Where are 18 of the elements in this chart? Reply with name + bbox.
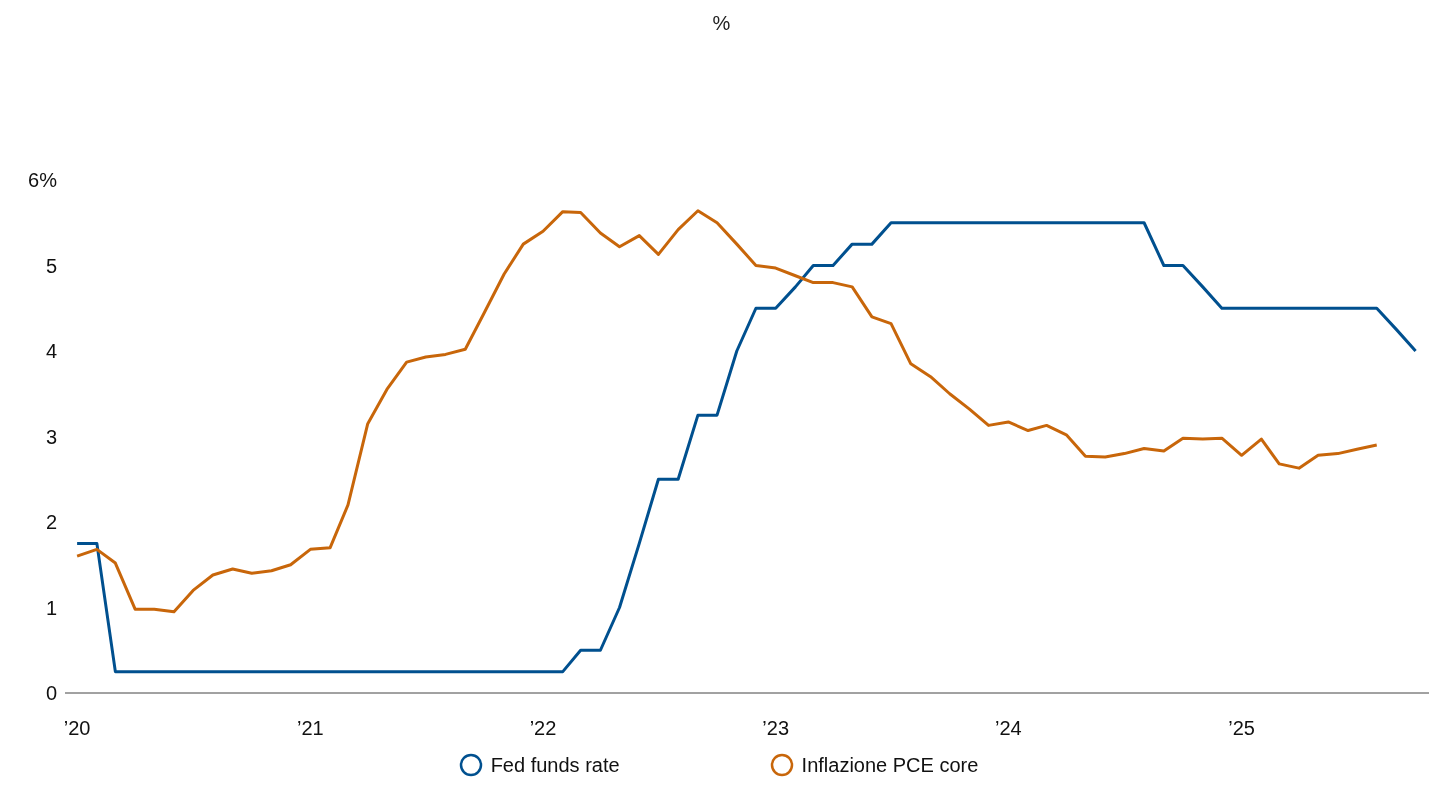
x-tick-label: ’23: [762, 717, 790, 740]
line-series: [75, 209, 1379, 614]
chart-title: %: [711, 11, 732, 36]
y-tick-label: 1: [45, 596, 57, 619]
y-tick-label: 0: [45, 682, 57, 705]
y-tick-label: 2: [45, 511, 57, 534]
x-tick-label: ’25: [1228, 717, 1255, 740]
y-tick-label: 3: [45, 425, 57, 448]
x-tick-label: ’22: [529, 717, 557, 740]
legend-label: Fed funds rate: [490, 753, 620, 777]
y-tick-label: 6%: [28, 169, 58, 192]
x-tick-label: ’24: [994, 717, 1022, 740]
y-tick-label: 4: [45, 340, 57, 363]
legend-label: Inflazione PCE core: [801, 753, 979, 777]
x-tick-label: ’21: [297, 717, 324, 740]
x-tick-label: ’20: [63, 717, 91, 740]
y-tick-label: 5: [45, 254, 57, 277]
line-series: [75, 221, 1418, 674]
